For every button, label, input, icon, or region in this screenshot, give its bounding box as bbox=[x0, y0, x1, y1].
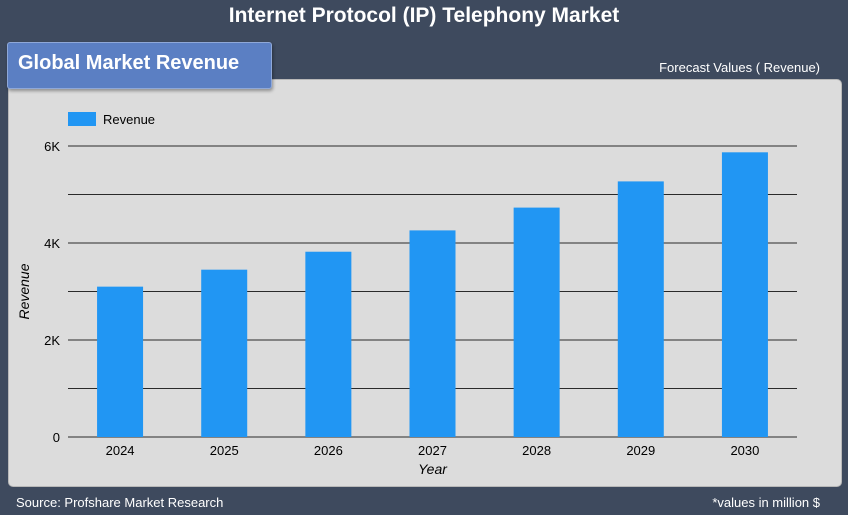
bar bbox=[305, 251, 352, 437]
bar bbox=[201, 269, 248, 437]
x-tick-label: 2028 bbox=[522, 443, 551, 458]
bar bbox=[721, 152, 768, 437]
y-tick-label: 6K bbox=[44, 139, 60, 154]
y-tick-label: 2K bbox=[44, 333, 60, 348]
source-text: Source: Profshare Market Research bbox=[16, 495, 224, 510]
bar bbox=[409, 230, 456, 437]
y-tick-label: 0 bbox=[53, 430, 60, 445]
page-title: Internet Protocol (IP) Telephony Market bbox=[228, 4, 620, 27]
bar bbox=[617, 181, 664, 437]
y-axis-title: Revenue bbox=[16, 263, 32, 319]
legend-label: Revenue bbox=[103, 112, 155, 127]
forecast-label: Forecast Values ( Revenue) bbox=[659, 60, 820, 75]
x-tick-label: 2026 bbox=[314, 443, 343, 458]
bar bbox=[97, 286, 144, 437]
section-label: Global Market Revenue bbox=[18, 52, 240, 74]
x-tick-label: 2030 bbox=[730, 443, 759, 458]
x-axis-title: Year bbox=[418, 461, 448, 477]
y-tick-label: 4K bbox=[44, 236, 60, 251]
bar bbox=[513, 207, 560, 437]
legend-swatch bbox=[68, 112, 96, 126]
x-tick-label: 2029 bbox=[626, 443, 655, 458]
section-tab: Global Market Revenue bbox=[7, 42, 272, 89]
x-tick-label: 2024 bbox=[106, 443, 135, 458]
units-note: *values in million $ bbox=[712, 495, 820, 510]
x-tick-label: 2025 bbox=[210, 443, 239, 458]
x-tick-label: 2027 bbox=[418, 443, 447, 458]
